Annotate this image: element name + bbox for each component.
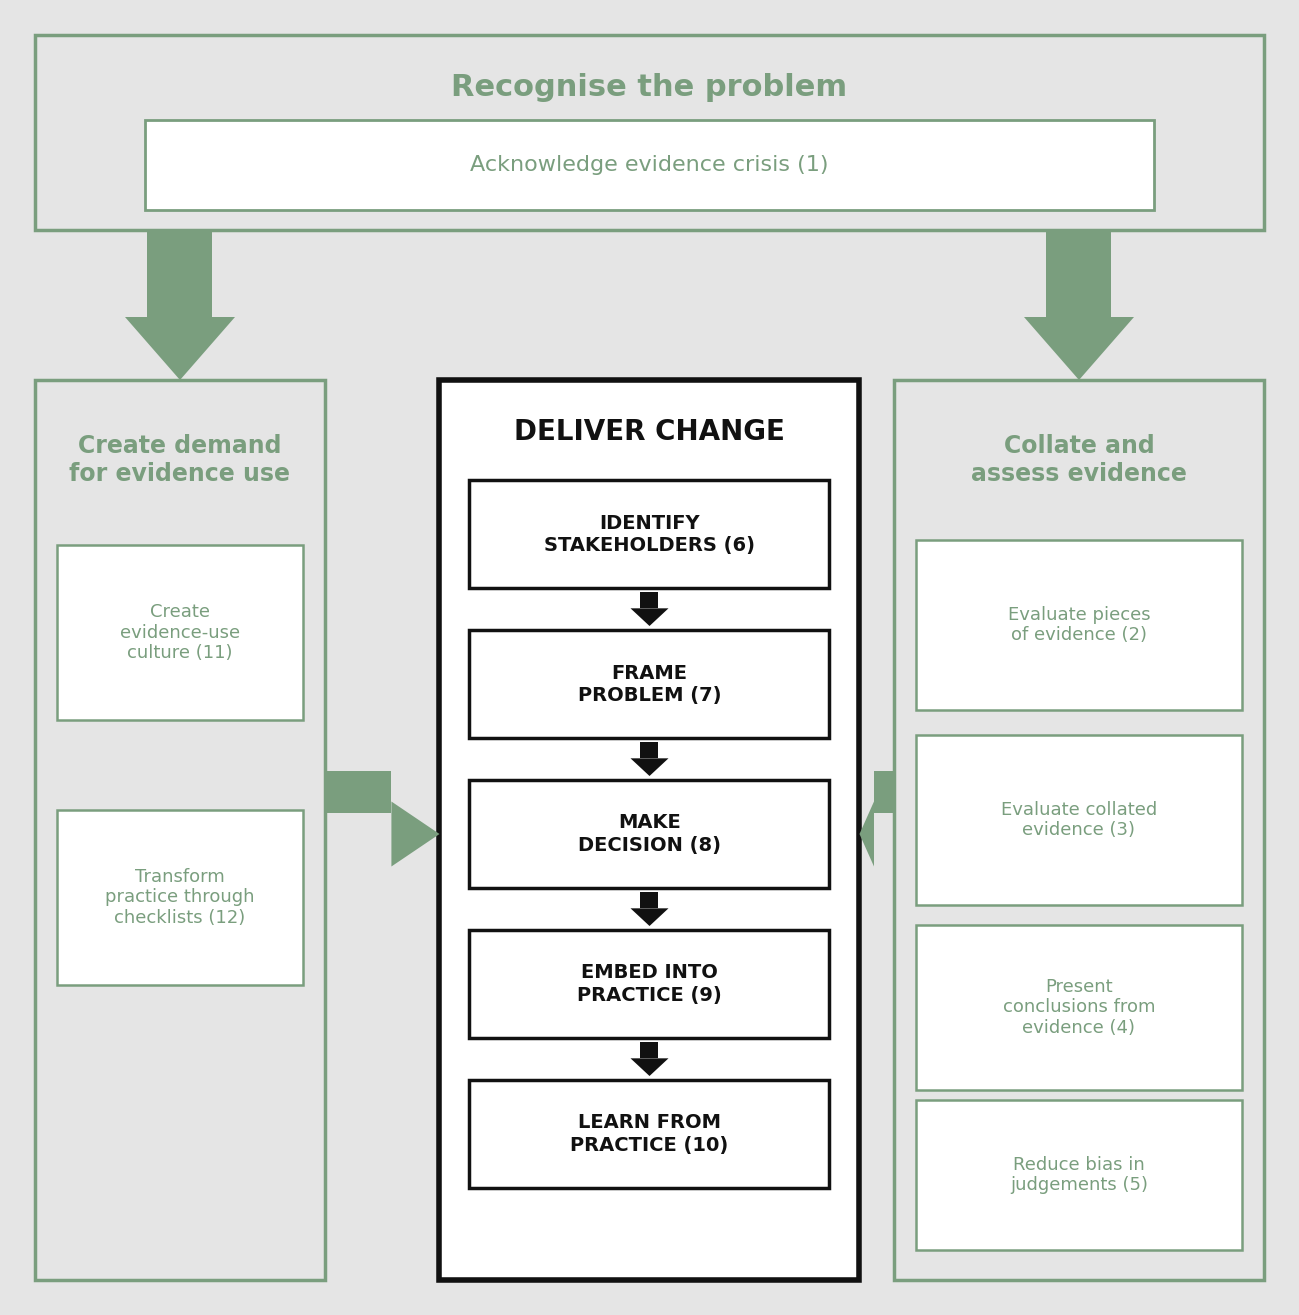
Bar: [469, 1080, 830, 1187]
Polygon shape: [125, 317, 235, 380]
Text: Collate and
assess evidence: Collate and assess evidence: [972, 434, 1187, 487]
Text: EMBED INTO
PRACTICE (9): EMBED INTO PRACTICE (9): [577, 964, 722, 1005]
Bar: [439, 380, 860, 1279]
Polygon shape: [630, 759, 669, 776]
Bar: [916, 540, 1242, 710]
Bar: [640, 592, 659, 609]
Text: Present
conclusions from
evidence (4): Present conclusions from evidence (4): [1003, 977, 1155, 1038]
Text: Evaluate collated
evidence (3): Evaluate collated evidence (3): [1000, 801, 1157, 839]
Text: IDENTIFY
STAKEHOLDERS (6): IDENTIFY STAKEHOLDERS (6): [544, 513, 755, 555]
Bar: [145, 120, 1154, 210]
Text: Create demand
for evidence use: Create demand for evidence use: [70, 434, 291, 487]
Text: LEARN FROM
PRACTICE (10): LEARN FROM PRACTICE (10): [570, 1114, 729, 1155]
Bar: [1047, 230, 1112, 317]
Text: MAKE
DECISION (8): MAKE DECISION (8): [578, 814, 721, 855]
Bar: [57, 810, 303, 985]
Polygon shape: [391, 802, 439, 867]
Bar: [57, 544, 303, 721]
Polygon shape: [860, 802, 874, 867]
Bar: [916, 924, 1242, 1090]
Bar: [469, 930, 830, 1038]
Text: DELIVER CHANGE: DELIVER CHANGE: [514, 418, 785, 446]
Bar: [325, 771, 391, 813]
Bar: [640, 892, 659, 909]
Bar: [894, 380, 1264, 1279]
Bar: [35, 36, 1264, 230]
Bar: [469, 780, 830, 888]
Polygon shape: [1024, 317, 1134, 380]
Text: Recognise the problem: Recognise the problem: [452, 72, 847, 101]
Text: Reduce bias in
judgements (5): Reduce bias in judgements (5): [1011, 1156, 1148, 1194]
Text: Acknowledge evidence crisis (1): Acknowledge evidence crisis (1): [470, 155, 829, 175]
Bar: [640, 1041, 659, 1059]
Bar: [640, 742, 659, 759]
Bar: [916, 735, 1242, 905]
Polygon shape: [630, 1059, 669, 1076]
Bar: [916, 1101, 1242, 1251]
Polygon shape: [630, 609, 669, 626]
Bar: [874, 771, 894, 813]
Text: FRAME
PROBLEM (7): FRAME PROBLEM (7): [578, 664, 721, 705]
Text: Transform
practice through
checklists (12): Transform practice through checklists (1…: [105, 868, 255, 927]
Bar: [469, 630, 830, 738]
Bar: [35, 380, 325, 1279]
Bar: [148, 230, 213, 317]
Text: Evaluate pieces
of evidence (2): Evaluate pieces of evidence (2): [1008, 606, 1151, 644]
Bar: [469, 480, 830, 588]
Text: Create
evidence-use
culture (11): Create evidence-use culture (11): [120, 602, 240, 663]
Polygon shape: [630, 909, 669, 926]
